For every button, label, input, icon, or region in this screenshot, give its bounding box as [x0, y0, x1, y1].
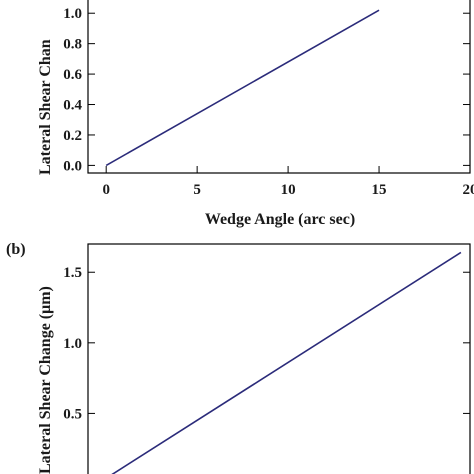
- y-tick-label: 1.0: [63, 6, 82, 22]
- y-tick-label: 0.4: [63, 98, 82, 114]
- panel-b-ylabel: Lateral Shear Change (μm): [37, 286, 54, 474]
- x-tick-label: 10: [281, 182, 296, 198]
- panel-b-y-axis: 0.00.51.01.5: [63, 265, 470, 422]
- panel-b-series: [111, 251, 462, 474]
- y-tick-label: 1.0: [63, 336, 82, 352]
- panel-a-y-axis: 0.0 0.2 0.4 0.6 0.8 1.0: [63, 6, 470, 174]
- x-tick-label: 5: [193, 182, 201, 198]
- series-line: [111, 251, 462, 474]
- panel-a-series: [105, 9, 380, 167]
- panel-a-ylabel: Lateral Shear Chan: [37, 39, 54, 175]
- panel-a-chart: 0.0 0.2 0.4 0.6 0.8 1.0 0 5 10 15 20 Lateral Shea…: [37, 0, 474, 228]
- x-tick-label: 15: [372, 182, 387, 198]
- y-tick-label: 1.5: [63, 265, 82, 281]
- panel-a-x-axis: 0 5 10 15 20: [102, 166, 474, 198]
- x-tick-label: 20: [463, 182, 474, 198]
- y-tick-label: 0.6: [63, 67, 82, 83]
- panel-a-frame: [87, 0, 471, 174]
- y-tick-label: 0.5: [63, 406, 82, 422]
- y-tick-label: 0.0: [63, 158, 82, 174]
- panel-b-chart: (b) 0.00.51.01.5 Lateral Shear Change (μ…: [6, 241, 471, 474]
- x-tick-label: 0: [102, 182, 110, 198]
- panel-b-label: (b): [6, 241, 26, 258]
- panel-a-xlabel: Wedge Angle (arc sec): [205, 211, 355, 228]
- series-line: [105, 9, 380, 167]
- y-tick-label: 0.8: [63, 37, 82, 53]
- panel-b-frame: [87, 243, 471, 474]
- y-tick-label: 0.2: [63, 128, 82, 144]
